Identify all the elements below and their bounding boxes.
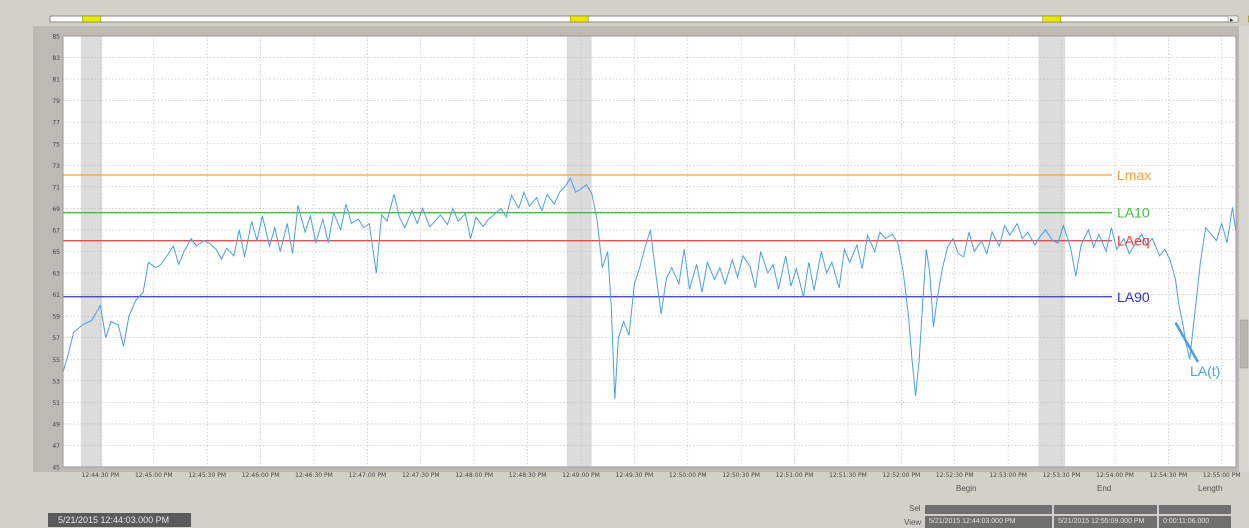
vertical-scroll-thumb[interactable]: [1239, 319, 1249, 369]
y-tick-label: 79: [52, 98, 60, 105]
y-tick-label: 69: [52, 206, 60, 213]
x-tick-label: 12:51:00 PM: [776, 472, 814, 479]
x-tick-label: 12:50:30 PM: [722, 472, 760, 479]
view-end-field[interactable]: 5/21/2015 12:55:09.000 PM: [1054, 516, 1157, 528]
x-tick-label: 12:55:00 PM: [1203, 472, 1241, 479]
band-marker[interactable]: [569, 15, 589, 23]
y-tick-label: 83: [52, 55, 60, 62]
reference-label-la10: LA10: [1117, 205, 1150, 221]
range-panel: Begin End Length Sel View 5/21/2015 12:4…: [904, 483, 1249, 528]
sel-label: Sel: [909, 504, 921, 513]
y-tick-label: 59: [52, 314, 60, 321]
y-tick-label: 81: [52, 77, 60, 84]
series-label-la-t: LA(t): [1190, 363, 1220, 379]
length-header: Length: [1198, 484, 1223, 493]
y-tick-label: 65: [52, 249, 60, 256]
reference-label-lmax: Lmax: [1117, 167, 1151, 183]
x-tick-label: 12:52:30 PM: [936, 472, 974, 479]
series-callout-line: [1174, 321, 1200, 363]
x-tick-label: 12:51:30 PM: [829, 472, 867, 479]
x-tick-label: 12:45:30 PM: [188, 472, 226, 479]
series-line-la-t: [62, 177, 1237, 400]
y-tick-label: 63: [52, 271, 60, 278]
scroll-right-button[interactable]: [1227, 15, 1239, 23]
x-tick-label: 12:54:00 PM: [1096, 472, 1134, 479]
x-tick-label: 12:49:30 PM: [616, 472, 654, 479]
view-label: View: [904, 518, 922, 527]
view-length-field[interactable]: 0:00:11:06.000: [1159, 516, 1231, 528]
x-tick-label: 12:46:00 PM: [242, 472, 280, 479]
plot-border: [62, 35, 1237, 468]
reference-label-la90: LA90: [1117, 289, 1150, 305]
x-tick-label: 12:48:30 PM: [509, 472, 547, 479]
y-axis-ticks: 85 83 81 79 77 75 73 71 69 67 65 63 61 59 57 55 53 51 49 47…: [52, 34, 60, 472]
reference-labels: Lmax LA10 LAeq LA90: [1117, 167, 1151, 305]
y-tick-label: 53: [52, 378, 60, 385]
shaded-band[interactable]: [566, 36, 592, 467]
x-tick-label: 12:47:00 PM: [349, 472, 387, 479]
x-tick-label: 12:48:00 PM: [455, 472, 493, 479]
view-begin-field[interactable]: 5/21/2015 12:44:03.000 PM: [925, 516, 1052, 528]
grid-lines: [63, 36, 1236, 467]
vertical-scrollbar[interactable]: [1239, 26, 1249, 472]
reference-label-laeq: LAeq: [1117, 233, 1150, 249]
y-tick-label: 73: [52, 163, 60, 170]
end-header: End: [1097, 484, 1112, 493]
y-tick-label: 71: [52, 184, 60, 191]
y-tick-label: 67: [52, 227, 60, 234]
band-marker[interactable]: [1042, 15, 1062, 23]
sel-end-field[interactable]: [1054, 505, 1157, 514]
sel-begin-field[interactable]: [925, 505, 1052, 514]
y-tick-label: 47: [52, 443, 60, 450]
y-tick-label: 57: [52, 335, 60, 342]
x-tick-label: 12:44:30 PM: [82, 472, 120, 479]
x-tick-label: 12:52:00 PM: [883, 472, 921, 479]
y-tick-label: 77: [52, 120, 60, 127]
sel-length-field[interactable]: [1159, 505, 1231, 514]
x-tick-label: 12:47:30 PM: [402, 472, 440, 479]
x-tick-label: 12:50:00 PM: [669, 472, 707, 479]
x-axis-ticks: 12:44:30 PM 12:45:00 PM 12:45:30 PM 12:46:0…: [82, 472, 1241, 479]
series-layer: LA(t): [62, 177, 1237, 400]
band-marker[interactable]: [82, 15, 101, 23]
x-tick-label: 12:53:30 PM: [1043, 472, 1081, 479]
scroll-right-arrow-icon: ▸: [1230, 16, 1234, 24]
x-tick-label: 12:45:00 PM: [135, 472, 173, 479]
y-tick-label: 45: [52, 465, 60, 472]
x-tick-label: 12:53:00 PM: [989, 472, 1027, 479]
y-tick-label: 51: [52, 400, 60, 407]
y-tick-label: 61: [52, 292, 60, 299]
y-tick-label: 75: [52, 141, 60, 148]
x-tick-label: 12:54:30 PM: [1150, 472, 1188, 479]
y-tick-label: 49: [52, 421, 60, 428]
begin-header: Begin: [956, 484, 977, 493]
cursor-time-display: 5/21/2015 12:44:03.000 PM: [48, 513, 191, 527]
y-tick-label: 85: [52, 34, 60, 41]
x-tick-label: 12:49:00 PM: [562, 472, 600, 479]
x-tick-label: 12:46:30 PM: [295, 472, 333, 479]
y-tick-label: 55: [52, 357, 60, 364]
